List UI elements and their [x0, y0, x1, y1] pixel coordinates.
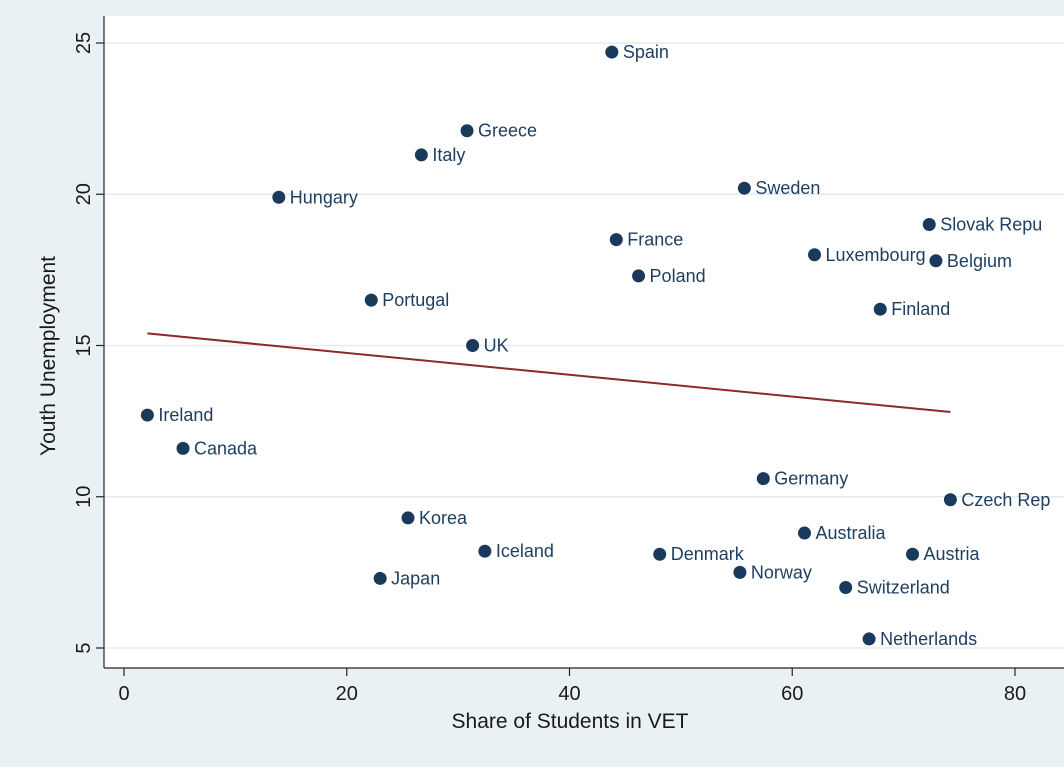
data-point-label: Sweden [755, 178, 820, 198]
x-tick-label: 60 [781, 683, 803, 705]
data-point-label: Italy [432, 145, 465, 165]
data-point-label: Spain [623, 42, 669, 62]
data-point-label: Germany [774, 469, 848, 489]
data-point-label: Canada [194, 438, 258, 458]
y-tick-label: 20 [73, 183, 95, 205]
data-point-label: Portugal [382, 290, 449, 310]
data-point-label: Greece [478, 121, 537, 141]
data-point [862, 632, 876, 646]
data-point-label: Poland [650, 266, 706, 286]
data-point [653, 547, 667, 561]
y-tick-label: 25 [73, 32, 95, 54]
x-tick-label: 40 [558, 683, 580, 705]
data-point [798, 526, 812, 540]
data-point-label: Luxembourg [826, 245, 926, 265]
data-point-label: Czech Rep [961, 490, 1050, 510]
data-point-label: France [627, 230, 683, 250]
data-point-label: Finland [891, 299, 950, 319]
data-point [839, 581, 853, 594]
data-point [460, 124, 474, 138]
data-point-label: Denmark [671, 544, 745, 564]
data-point [632, 269, 646, 283]
data-point [272, 190, 286, 204]
data-point [808, 248, 822, 262]
fit-line [147, 332, 951, 414]
data-point [929, 254, 943, 268]
axes: 5 10 15 20 25 0 20 40 60 80 [73, 16, 1064, 705]
data-point-label: Norway [751, 562, 812, 582]
data-point-label: Ireland [158, 405, 213, 425]
x-tick-label: 20 [336, 683, 358, 705]
data-point [609, 233, 623, 247]
data-point [401, 511, 415, 525]
data-point-label: Hungary [290, 187, 358, 207]
data-point [943, 493, 957, 507]
x-tick-label: 80 [1004, 683, 1026, 705]
data-point [466, 339, 480, 352]
y-axis-title: Youth Unemployment [37, 256, 60, 456]
data-point-label: Korea [419, 508, 468, 528]
plot-area [104, 16, 1064, 668]
data-point-label: Iceland [496, 541, 554, 561]
data-point [922, 218, 936, 231]
data-point [414, 148, 428, 162]
data-point [906, 547, 920, 561]
data-point-label: Slovak Repu [940, 215, 1042, 235]
data-point-label: Belgium [947, 251, 1012, 271]
data-point [373, 571, 387, 585]
x-axis-title: Share of Students in VET [452, 710, 689, 733]
y-tick-label: 5 [73, 642, 95, 653]
data-point-label: UK [484, 336, 509, 356]
data-point-label: Japan [391, 568, 440, 588]
data-point-label: Australia [816, 523, 887, 543]
data-points: Spain Greece Italy Hungary Sweden Slovak Repu… [140, 42, 1050, 649]
data-point [364, 293, 378, 307]
data-point-label: Netherlands [880, 629, 977, 649]
y-tick-label: 10 [73, 486, 95, 508]
data-point [176, 441, 190, 455]
data-point-label: Switzerland [857, 578, 950, 598]
data-point [873, 302, 887, 316]
data-point [737, 181, 751, 195]
fit-line-group [147, 332, 951, 414]
data-point [605, 45, 619, 59]
data-point-label: Austria [924, 544, 981, 564]
y-tick-label: 15 [73, 334, 95, 356]
data-point [478, 544, 492, 558]
data-point [733, 565, 747, 579]
data-point [140, 408, 154, 422]
x-tick-label: 0 [118, 683, 129, 705]
data-point [756, 472, 770, 486]
